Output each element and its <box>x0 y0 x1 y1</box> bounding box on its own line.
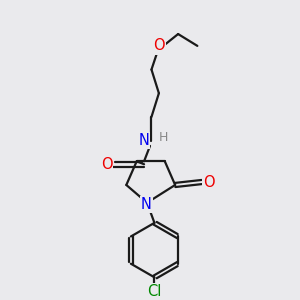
Text: H: H <box>159 130 169 143</box>
Text: Cl: Cl <box>147 284 162 299</box>
Text: N: N <box>138 133 149 148</box>
Text: N: N <box>141 197 152 212</box>
Text: O: O <box>203 175 215 190</box>
Text: O: O <box>101 157 112 172</box>
Text: O: O <box>153 38 165 53</box>
